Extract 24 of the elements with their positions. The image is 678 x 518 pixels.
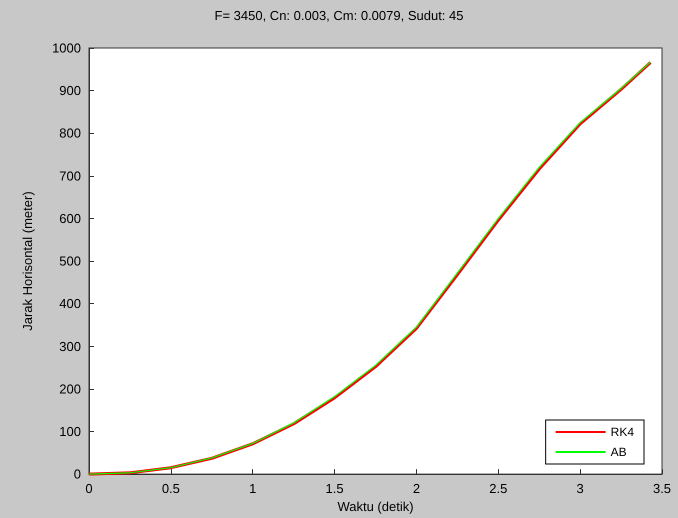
y-tick-label: 700 bbox=[59, 168, 81, 184]
y-tick-label: 200 bbox=[59, 381, 81, 396]
legend-label: AB bbox=[610, 445, 627, 459]
y-tick-label: 800 bbox=[59, 126, 81, 141]
legend-label: RK4 bbox=[610, 425, 634, 439]
x-tick-label: 1 bbox=[249, 481, 256, 496]
x-tick-label: 1.5 bbox=[326, 481, 344, 496]
x-axis-title: Waktu (detik) bbox=[337, 499, 414, 514]
chart-title: F= 3450, Cn: 0.003, Cm: 0.0079, Sudut: 45 bbox=[214, 8, 464, 23]
y-tick-label: 300 bbox=[59, 338, 81, 354]
x-tick-label: 3 bbox=[576, 481, 584, 496]
y-tick-label: 600 bbox=[59, 210, 81, 226]
y-tick-label: 500 bbox=[59, 254, 81, 269]
x-tick-label: 0.5 bbox=[162, 481, 180, 496]
x-tick-label: 0 bbox=[85, 481, 93, 496]
y-tick-label: 0 bbox=[74, 466, 81, 482]
y-axis-title: Jarak Horisontal (meter) bbox=[20, 191, 35, 331]
x-tick-label: 3.5 bbox=[652, 481, 672, 496]
y-tick-label: 1000 bbox=[52, 40, 81, 56]
y-tick-label: 100 bbox=[59, 424, 81, 439]
x-tick-label: 2.5 bbox=[489, 481, 508, 496]
y-tick-label: 400 bbox=[59, 296, 81, 312]
x-tick-label: 2 bbox=[412, 481, 420, 496]
y-tick-label: 900 bbox=[59, 83, 81, 98]
